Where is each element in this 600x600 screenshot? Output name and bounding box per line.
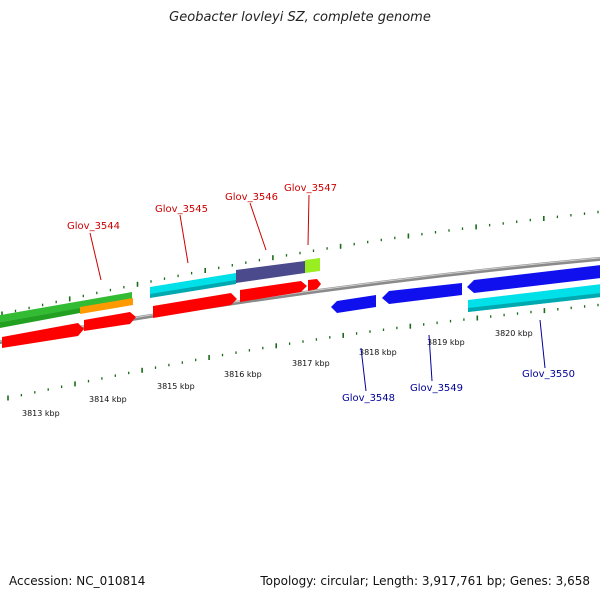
inner-tick-row — [7, 303, 599, 401]
leader-line-blue — [360, 347, 367, 392]
gene-feature-light-green — [305, 258, 320, 273]
scale-labels: 3813 kbp 3814 kbp 3815 kbp 3816 kbp 3817… — [22, 329, 533, 418]
map-title: Geobacter lovleyi SZ, complete genome — [169, 10, 431, 25]
gene-label: Glov_3544 — [67, 221, 120, 232]
outer-tick-row — [1, 210, 599, 317]
scale-label: 3815 kbp — [157, 382, 195, 391]
gene-arrow-blue — [331, 295, 376, 313]
leader-line-red — [179, 214, 189, 264]
gene-labels: Glov_3544 Glov_3545 Glov_3546 Glov_3547 … — [67, 183, 575, 404]
gene-feature-green — [0, 292, 132, 323]
scale-label: 3817 kbp — [292, 359, 330, 368]
gene-feature-green-lower — [0, 308, 80, 329]
genome-summary-text: Topology: circular; Length: 3,917,761 bp… — [260, 574, 590, 588]
gene-feature-purple — [236, 261, 305, 283]
gene-arrow-red — [240, 281, 307, 302]
accession-text: Accession: NC_010814 — [9, 574, 146, 588]
scale-label: 3816 kbp — [224, 370, 262, 379]
gene-arrow-red — [84, 312, 136, 331]
leader-line-red — [89, 232, 102, 281]
gene-leader-lines — [89, 194, 546, 392]
gene-arrow-blue — [382, 283, 462, 304]
gene-arrow-red — [153, 293, 237, 318]
scale-label: 3819 kbp — [427, 338, 465, 347]
gene-label: Glov_3547 — [284, 183, 337, 194]
gene-arrow-blue — [467, 265, 600, 293]
scale-label: 3820 kbp — [495, 329, 533, 338]
leader-line-red — [307, 194, 310, 246]
gene-arrow-red — [2, 323, 84, 348]
scale-label: 3818 kbp — [359, 348, 397, 357]
gene-arrow-red — [308, 279, 321, 291]
reverse-feature-track — [2, 265, 600, 348]
gene-label: Glov_3549 — [410, 383, 463, 394]
gene-label: Glov_3548 — [342, 393, 395, 404]
forward-feature-track — [0, 258, 600, 329]
gene-feature-cyan-edge — [150, 280, 236, 298]
gene-label: Glov_3546 — [225, 192, 278, 203]
gene-label: Glov_3550 — [522, 369, 575, 380]
gene-feature-cyan-long-edge — [468, 293, 600, 312]
gene-feature-orange — [80, 298, 133, 314]
scale-label: 3813 kbp — [22, 409, 60, 418]
leader-line-blue — [539, 319, 546, 369]
gene-label: Glov_3545 — [155, 204, 208, 215]
leader-line-red — [249, 202, 267, 251]
scale-label: 3814 kbp — [89, 395, 127, 404]
leader-line-blue — [428, 334, 433, 382]
